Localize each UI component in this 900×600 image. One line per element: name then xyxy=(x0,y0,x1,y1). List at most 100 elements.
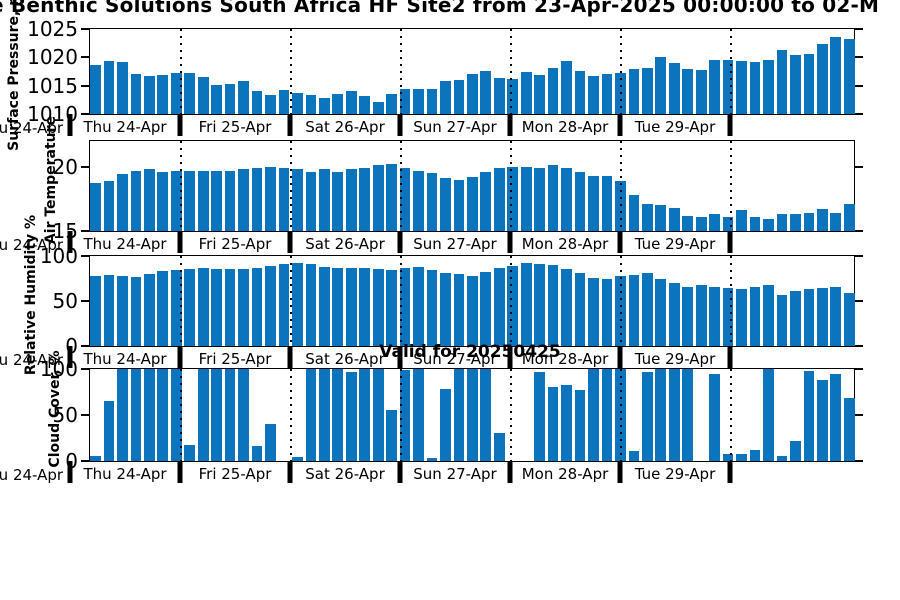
bar xyxy=(184,72,196,114)
x-tick-label: Fri 25-Apr xyxy=(198,350,272,368)
bar xyxy=(318,266,330,346)
x-tick-label: Sat 26-Apr xyxy=(305,118,385,136)
x-tick-label: Mon 28-Apr xyxy=(521,465,609,483)
bar xyxy=(184,268,196,346)
x-tick-label: Tue 29-Apr xyxy=(634,118,716,136)
day-tick-mark xyxy=(67,231,73,253)
bar xyxy=(816,288,828,346)
day-tick-mark xyxy=(67,346,73,368)
bar xyxy=(413,266,424,346)
bar xyxy=(763,369,774,461)
bar xyxy=(117,62,128,114)
y-tick-mark xyxy=(81,460,89,462)
bar xyxy=(790,214,801,231)
bar xyxy=(467,369,478,461)
bar xyxy=(372,165,384,231)
bar xyxy=(345,267,357,346)
bar xyxy=(197,267,209,346)
day-tick-mark xyxy=(397,346,403,368)
x-tick-label: Mon 28-Apr xyxy=(521,350,609,368)
bar xyxy=(197,369,209,461)
bar xyxy=(628,274,640,346)
bar xyxy=(628,450,640,461)
bar xyxy=(655,278,667,346)
subplot-cloud-cover: Thu 24-Apr Fri 25-Apr Sat 26-Apr Sun 27-Apr… xyxy=(67,368,863,483)
y-tick-label: 1025 xyxy=(27,17,78,41)
y-tick-label: 50 xyxy=(52,289,78,313)
y-tick-mark xyxy=(855,414,863,416)
y-tick-mark xyxy=(81,165,89,168)
y-tick-mark xyxy=(81,84,89,87)
bar xyxy=(493,267,505,346)
bar xyxy=(830,286,842,346)
bar xyxy=(157,171,169,231)
bar xyxy=(574,390,586,461)
day-tick-mark xyxy=(727,231,733,253)
bar xyxy=(467,275,478,346)
bar xyxy=(480,171,492,231)
bar xyxy=(359,168,371,231)
bar xyxy=(359,369,371,461)
bar xyxy=(722,287,734,346)
x-tick-label: Thu 24-Apr xyxy=(83,350,167,368)
bar xyxy=(695,216,707,231)
bar xyxy=(642,204,653,231)
figure-title: e Benthic Solutions South Africa HF Site… xyxy=(0,0,880,17)
bar xyxy=(547,387,559,461)
bar xyxy=(682,215,694,231)
bar xyxy=(601,175,613,231)
bar xyxy=(386,269,397,346)
bar xyxy=(480,272,492,346)
bar xyxy=(642,273,653,346)
bar xyxy=(520,263,532,346)
bar xyxy=(130,73,142,114)
day-gridline xyxy=(180,141,182,231)
bar xyxy=(642,67,653,114)
bar xyxy=(843,204,855,231)
bar xyxy=(117,174,128,231)
bar xyxy=(90,275,101,346)
bar xyxy=(318,369,330,461)
day-gridline xyxy=(180,256,182,346)
bar xyxy=(292,457,303,461)
bar xyxy=(440,389,451,461)
bar xyxy=(372,102,384,114)
bar xyxy=(305,95,317,114)
bar xyxy=(843,39,855,114)
day-tick-mark xyxy=(67,461,73,483)
day-tick-mark xyxy=(727,461,733,483)
bar xyxy=(332,369,344,461)
clipped-left-tick-label: Thu 24-Apr xyxy=(0,351,64,369)
day-tick-mark xyxy=(287,114,293,136)
bar xyxy=(224,170,236,231)
y-axis-label: Relative Humidity % xyxy=(23,214,39,376)
bar xyxy=(763,60,774,114)
bar xyxy=(803,213,815,231)
bar xyxy=(345,169,357,231)
bar xyxy=(265,424,276,461)
day-gridline xyxy=(730,256,732,346)
bar xyxy=(507,78,519,114)
x-tick-label: Sun 27-Apr xyxy=(413,235,497,253)
bar xyxy=(547,165,559,231)
y-tick-mark xyxy=(81,345,89,347)
bar xyxy=(816,44,828,114)
bar xyxy=(224,369,236,461)
bar xyxy=(292,92,303,114)
bar xyxy=(211,85,222,114)
y-axis-label: Surface Pressure, mb xyxy=(6,0,22,151)
bar xyxy=(668,207,680,231)
x-tick-label: Sat 26-Apr xyxy=(305,350,385,368)
x-tick-label: Tue 29-Apr xyxy=(634,350,716,368)
bar xyxy=(682,68,694,114)
y-tick-mark xyxy=(81,113,89,115)
bar xyxy=(534,168,546,231)
day-gridline xyxy=(290,256,292,346)
bar xyxy=(695,69,707,114)
bar xyxy=(520,71,532,114)
bar xyxy=(238,268,249,346)
day-gridline xyxy=(620,29,622,114)
bar xyxy=(399,267,411,346)
bar xyxy=(130,170,142,231)
